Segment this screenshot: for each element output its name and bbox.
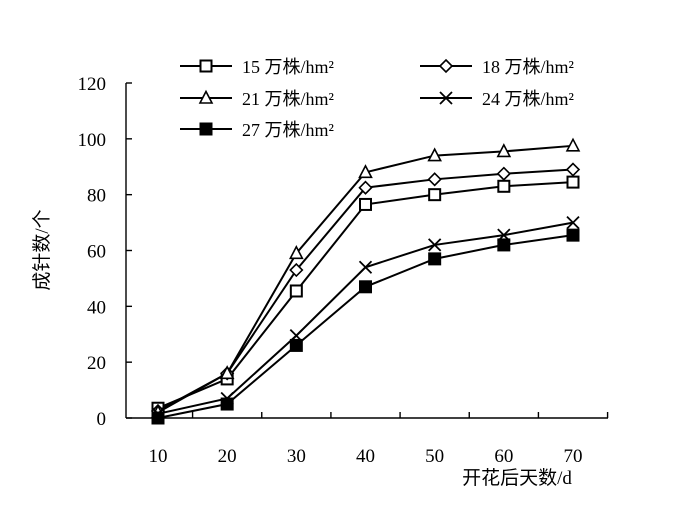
data-point (289, 284, 303, 298)
legend: 15 万株/hm² 18 万株/hm² 21 万株/hm² 24 万株/hm² 27 万… (180, 57, 574, 140)
data-point (289, 262, 304, 278)
data-point (289, 245, 304, 260)
legend-marker (199, 122, 213, 136)
series-4 (151, 215, 580, 421)
data-point (497, 179, 511, 193)
y-tick-label: 20 (87, 353, 106, 374)
x-tick-label: 20 (218, 446, 237, 467)
y-axis-title: 成针数/个 (31, 209, 53, 290)
data-point (565, 137, 581, 152)
y-tick-label: 120 (78, 74, 107, 95)
legend-marker (439, 91, 453, 105)
data-point (428, 238, 442, 252)
data-point (358, 260, 373, 274)
legend-item: 21 万株/hm² (180, 89, 334, 109)
data-point (496, 143, 512, 158)
data-point (496, 166, 511, 181)
y-tick-label: 80 (87, 186, 106, 207)
legend-item: 18 万株/hm² (420, 57, 574, 77)
series-layer (150, 137, 581, 425)
data-point (565, 162, 581, 177)
x-tick-label: 60 (494, 446, 513, 467)
data-point (428, 188, 442, 202)
data-point (358, 180, 373, 195)
series-line (157, 234, 574, 419)
x-ticks: 10 20 30 40 50 60 70 (149, 412, 609, 467)
data-point (566, 175, 580, 189)
data-point (497, 238, 511, 252)
data-point (289, 338, 303, 352)
y-ticks: 0 20 40 60 80 100 120 (78, 74, 132, 430)
legend-marker (438, 58, 454, 74)
data-point (427, 172, 442, 187)
data-point (359, 197, 372, 211)
legend-label: 24 万株/hm² (482, 89, 574, 109)
series-line (157, 221, 574, 415)
legend-label: 18 万株/hm² (482, 57, 574, 77)
legend-label: 27 万株/hm² (242, 120, 334, 140)
legend-label: 15 万株/hm² (242, 57, 334, 77)
legend-label: 21 万株/hm² (242, 89, 334, 109)
data-point (566, 228, 580, 242)
data-point (220, 397, 234, 411)
x-tick-label: 40 (356, 446, 375, 467)
data-point (219, 365, 235, 380)
series-line (157, 181, 574, 410)
legend-item: 24 万株/hm² (420, 89, 574, 109)
legend-item: 27 万株/hm² (180, 120, 334, 140)
x-tick-label: 70 (564, 446, 583, 467)
y-tick-label: 100 (78, 130, 107, 151)
data-point (358, 164, 373, 179)
legend-item: 15 万株/hm² (180, 57, 334, 77)
y-tick-label: 0 (97, 409, 107, 430)
y-tick-label: 40 (87, 297, 106, 318)
data-point (359, 280, 372, 294)
data-point (428, 252, 442, 266)
x-tick-label: 30 (287, 446, 306, 467)
legend-marker (199, 59, 213, 73)
data-point (566, 215, 580, 230)
x-tick-label: 50 (425, 446, 444, 467)
series-5 (151, 228, 580, 425)
axes (125, 83, 608, 419)
y-tick-label: 60 (87, 242, 106, 263)
x-tick-label: 10 (149, 446, 168, 467)
data-point (427, 147, 442, 162)
data-point (151, 411, 165, 425)
x-axis-title: 开花后天数/d (462, 467, 572, 489)
legend-marker (198, 89, 214, 104)
